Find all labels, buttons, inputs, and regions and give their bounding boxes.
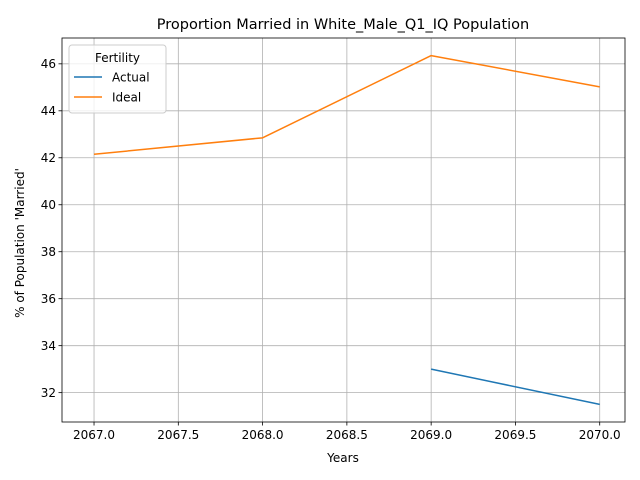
legend-label: Ideal bbox=[112, 90, 141, 104]
y-tick-label: 34 bbox=[41, 339, 56, 353]
x-tick-label: 2069.5 bbox=[494, 428, 536, 442]
chart-title: Proportion Married in White_Male_Q1_IQ P… bbox=[157, 17, 529, 33]
x-tick-label: 2070.0 bbox=[579, 428, 621, 442]
x-tick-label: 2068.0 bbox=[242, 428, 284, 442]
x-tick-label: 2067.0 bbox=[73, 428, 115, 442]
x-tick-label: 2068.5 bbox=[326, 428, 368, 442]
y-axis-title: % of Population 'Married' bbox=[13, 168, 27, 318]
series-lines bbox=[93, 54, 600, 406]
legend-box bbox=[68, 44, 167, 114]
x-tick-label: 2067.5 bbox=[157, 428, 199, 442]
series-line-actual bbox=[430, 368, 600, 406]
x-axis-title: Years bbox=[326, 451, 359, 465]
axis-ticks: 2067.0 2067.5 2068.0 2068.5 2069.0 2069.5 2070… bbox=[41, 57, 621, 442]
series-line-ideal bbox=[93, 54, 600, 156]
y-tick-label: 46 bbox=[41, 57, 56, 71]
grid bbox=[62, 38, 625, 422]
legend: Fertility Actual Ideal bbox=[68, 44, 167, 114]
y-tick-label: 36 bbox=[41, 292, 56, 306]
plot-frame bbox=[61, 37, 626, 423]
y-tick-label: 38 bbox=[41, 245, 56, 259]
legend-label: Actual bbox=[112, 70, 150, 84]
y-tick-label: 40 bbox=[41, 198, 56, 212]
legend-title: Fertility bbox=[95, 51, 140, 65]
y-tick-label: 32 bbox=[41, 386, 56, 400]
y-tick-label: 44 bbox=[41, 104, 56, 118]
x-tick-label: 2069.0 bbox=[410, 428, 452, 442]
y-tick-label: 42 bbox=[41, 151, 56, 165]
